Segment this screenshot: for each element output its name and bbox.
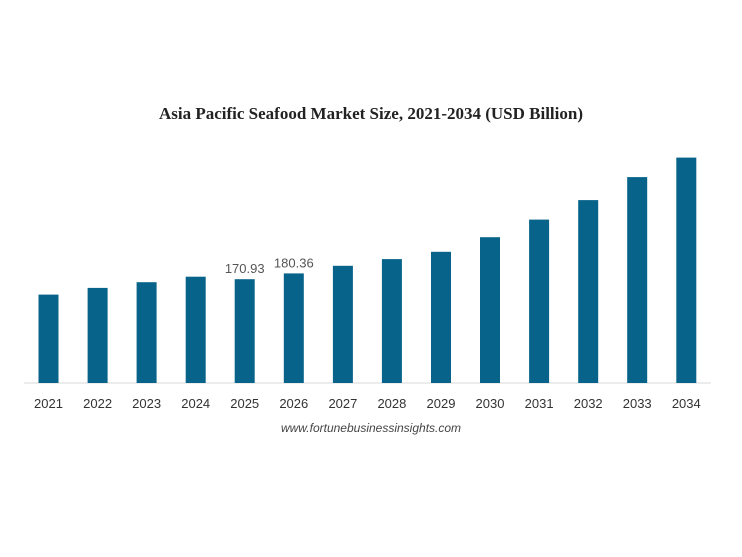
bar-2023 <box>136 282 157 383</box>
x-tick-2026: 2026 <box>279 396 308 411</box>
x-tick-labels: 2021 2022 2023 2024 2025 2026 2027 2028 2029 2030… <box>34 396 701 411</box>
data-labels: 170.93 180.36 <box>225 255 314 276</box>
x-tick-2027: 2027 <box>328 396 357 411</box>
bar-2034 <box>676 157 697 383</box>
x-tick-2025: 2025 <box>230 396 259 411</box>
bar-2031 <box>529 219 550 383</box>
bar-2026 <box>283 273 304 383</box>
bar-2032 <box>578 200 599 383</box>
x-tick-2030: 2030 <box>476 396 505 411</box>
x-tick-2031: 2031 <box>525 396 554 411</box>
x-tick-2023: 2023 <box>132 396 161 411</box>
x-tick-2022: 2022 <box>83 396 112 411</box>
x-tick-2024: 2024 <box>181 396 210 411</box>
x-tick-2029: 2029 <box>427 396 456 411</box>
x-tick-2033: 2033 <box>623 396 652 411</box>
x-tick-2034: 2034 <box>672 396 701 411</box>
data-label-2026: 180.36 <box>274 255 314 270</box>
bar-2027 <box>332 265 353 383</box>
bars-group <box>38 157 697 383</box>
bar-2033 <box>627 177 648 383</box>
bar-2030 <box>480 237 500 383</box>
bar-2022 <box>87 287 108 383</box>
bar-2028 <box>381 259 402 383</box>
source-credit: www.fortunebusinessinsights.com <box>280 421 462 435</box>
bar-2029 <box>431 251 451 383</box>
x-tick-2032: 2032 <box>574 396 603 411</box>
bar-2021 <box>38 294 59 383</box>
x-tick-2021: 2021 <box>34 396 63 411</box>
bar-2025 <box>234 279 255 383</box>
data-label-2025: 170.93 <box>225 261 265 276</box>
chart-title: Asia Pacific Seafood Market Size, 2021-2… <box>158 104 583 123</box>
bar-2024 <box>185 276 206 383</box>
x-tick-2028: 2028 <box>377 396 406 411</box>
